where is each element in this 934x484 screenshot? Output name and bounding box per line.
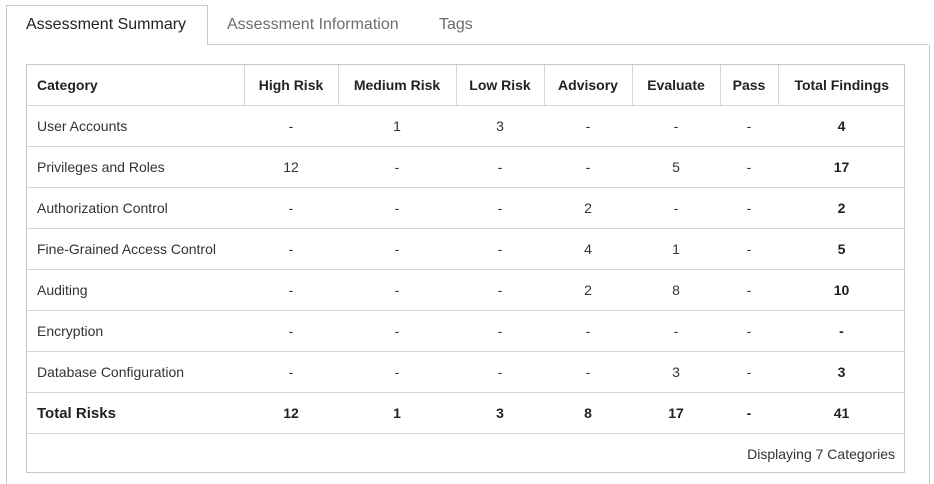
header-pass[interactable]: Pass [719,65,778,106]
cell-medium-risk: 1 [338,105,456,147]
header-total-findings[interactable]: Total Findings [777,65,905,106]
cell-high-risk: - [244,310,338,352]
assessment-summary-table: Category High Risk Medium Risk Low Risk … [27,65,905,434]
table-row: User Accounts -1 3- - -4 [27,105,905,147]
tab-bar: Assessment Summary Assessment Informatio… [0,0,934,45]
cell-advisory: - [544,351,632,393]
cell-evaluate: - [632,310,720,352]
cell-high-risk: - [244,105,338,147]
total-medium-risk: 1 [338,392,456,434]
summary-table-container: Category High Risk Medium Risk Low Risk … [26,64,905,473]
cell-category: Encryption [27,310,244,352]
total-high-risk: 12 [244,392,338,434]
total-low-risk: 3 [456,392,544,434]
cell-pass: - [720,310,778,352]
total-total-findings: 41 [778,392,905,434]
cell-total-findings: 4 [778,105,905,147]
header-high-risk[interactable]: High Risk [243,65,338,106]
cell-pass: - [720,105,778,147]
cell-medium-risk: - [338,228,456,270]
table-row: Authorization Control - - -2- -2 [27,187,905,229]
cell-low-risk: - [456,146,544,188]
cell-high-risk: - [244,187,338,229]
cell-pass: - [720,228,778,270]
cell-high-risk: - [244,351,338,393]
total-advisory: 8 [544,392,632,434]
cell-pass: - [720,187,778,229]
tab-panel [6,44,930,484]
tab-assessment-summary[interactable]: Assessment Summary [6,5,208,45]
cell-evaluate: 3 [632,351,720,393]
cell-low-risk: - [456,228,544,270]
header-evaluate[interactable]: Evaluate [631,65,720,106]
cell-high-risk: 12 [244,146,338,188]
cell-medium-risk: - [338,269,456,311]
cell-total-findings: - [778,310,905,352]
header-medium-risk[interactable]: Medium Risk [337,65,456,106]
cell-total-findings: 2 [778,187,905,229]
table-row: Fine-Grained Access Control - - -4 1-5 [27,228,905,270]
header-category[interactable]: Category [27,65,244,106]
table-row: Privileges and Roles 12- - -5-17 [27,146,905,188]
cell-medium-risk: - [338,310,456,352]
table-header-row: Category High Risk Medium Risk Low Risk … [27,65,905,106]
header-low-risk[interactable]: Low Risk [455,65,544,106]
cell-medium-risk: - [338,351,456,393]
header-advisory[interactable]: Advisory [543,65,632,106]
cell-category: Auditing [27,269,244,311]
cell-total-findings: 3 [778,351,905,393]
cell-pass: - [720,146,778,188]
cell-medium-risk: - [338,187,456,229]
cell-evaluate: 5 [632,146,720,188]
table-row: Encryption - - - - - - - [27,310,905,352]
total-evaluate: 17 [632,392,720,434]
cell-advisory: 2 [544,269,632,311]
cell-high-risk: - [244,269,338,311]
cell-pass: - [720,269,778,311]
cell-category: Authorization Control [27,187,244,229]
cell-advisory: 4 [544,228,632,270]
cell-total-findings: 5 [778,228,905,270]
table-row: Auditing - - -2 8-10 [27,269,905,311]
cell-medium-risk: - [338,146,456,188]
cell-total-findings: 10 [778,269,905,311]
totals-row: Total Risks 12 1 3 8 17-41 [27,392,905,434]
tab-divider [207,44,928,45]
total-category: Total Risks [27,392,244,434]
total-pass: - [720,392,778,434]
tab-tags[interactable]: Tags [439,16,473,33]
cell-low-risk: 3 [456,105,544,147]
cell-low-risk: - [456,187,544,229]
cell-category: Fine-Grained Access Control [27,228,244,270]
cell-evaluate: 8 [632,269,720,311]
cell-evaluate: - [632,187,720,229]
cell-advisory: - [544,146,632,188]
cell-evaluate: 1 [632,228,720,270]
cell-low-risk: - [456,269,544,311]
cell-advisory: - [544,310,632,352]
categories-count-label: Displaying 7 Categories [747,446,895,462]
cell-low-risk: - [456,310,544,352]
cell-pass: - [720,351,778,393]
cell-advisory: 2 [544,187,632,229]
cell-low-risk: - [456,351,544,393]
cell-total-findings: 17 [778,146,905,188]
cell-category: Privileges and Roles [27,146,244,188]
table-row: Database Configuration - - - -3-3 [27,351,905,393]
cell-category: Database Configuration [27,351,244,393]
cell-advisory: - [544,105,632,147]
cell-category: User Accounts [27,105,244,147]
cell-high-risk: - [244,228,338,270]
tab-assessment-information[interactable]: Assessment Information [227,16,399,33]
cell-evaluate: - [632,105,720,147]
